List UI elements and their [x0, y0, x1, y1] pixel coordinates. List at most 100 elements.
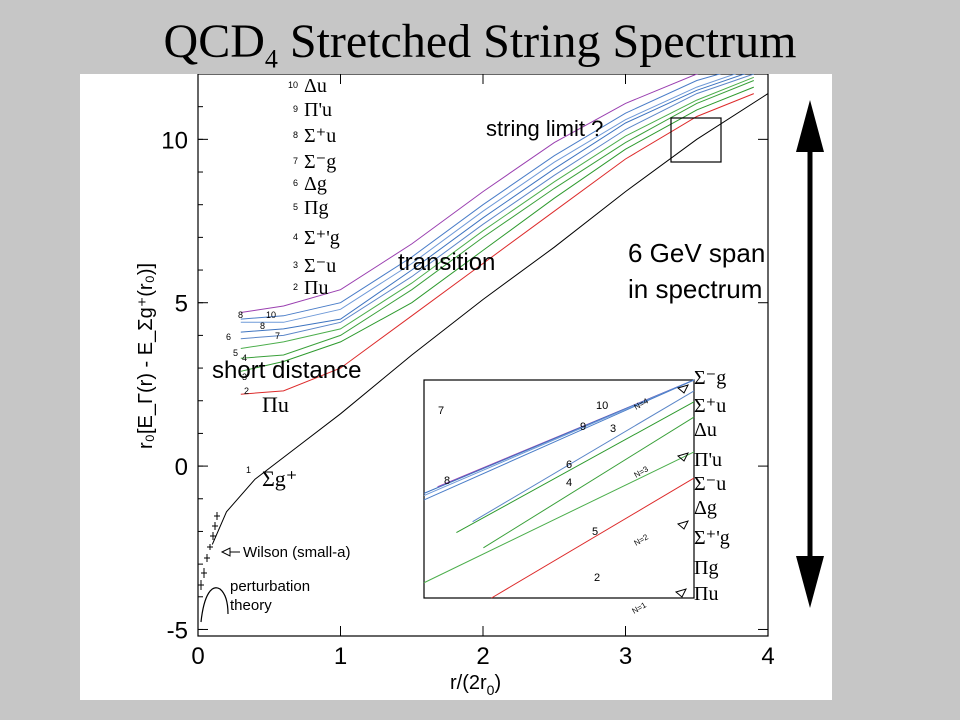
series-line-3: [240, 86, 754, 372]
level-number: 8: [293, 130, 298, 140]
curve-number: 4: [242, 353, 247, 363]
inset-number: 5: [592, 526, 598, 538]
x-tick-label: 1: [334, 643, 347, 670]
level-labels: 10 Δu9 Π'u8 Σ⁺u7 Σ⁻g6 Δg5 Πg4 Σ⁺'g3 Σ⁻u2 Πu108876…: [226, 75, 340, 475]
level-state: Πg: [304, 197, 328, 219]
level-number: 2: [293, 282, 298, 292]
level-number: 6: [293, 178, 298, 188]
y-axis-label: r₀[E_Γ(r) - E_Σg⁺(r₀)]: [135, 263, 157, 449]
title-rest: Stretched String Spectrum: [277, 15, 797, 68]
inset-number: 3: [610, 423, 616, 435]
slide-title: QCD4 Stretched String Spectrum: [0, 14, 960, 75]
annotation-perturbation-2: theory: [230, 597, 272, 614]
level-state: Δu: [304, 75, 327, 97]
inset-state-label: Σ⁺'g: [694, 527, 730, 549]
branch-arrow: [676, 452, 689, 462]
curve-number: 1: [246, 465, 251, 475]
inset-state-label: Δg: [694, 497, 717, 519]
annotation-perturbation-1: perturbation: [230, 578, 310, 595]
level-state: Σ⁻g: [304, 151, 336, 173]
inset-curves: [423, 379, 695, 599]
series-line-10: [240, 74, 699, 313]
curve-number: 3: [242, 372, 247, 382]
curve-number: 7: [275, 331, 280, 341]
x-tick-label: 2: [476, 643, 489, 670]
level-number: 10: [288, 80, 298, 90]
inset-number: 4: [566, 477, 572, 489]
inset-series-4: [483, 416, 695, 549]
level-state: Πu: [304, 277, 328, 299]
inset-state-label: Π'u: [694, 449, 722, 471]
inset-state-label: Σ⁻g: [694, 367, 726, 389]
y-tick-label: 10: [161, 127, 188, 154]
level-state: Σ⁺u: [304, 125, 336, 147]
perturbation-curve: [200, 587, 229, 623]
curve-number: 5: [233, 348, 238, 358]
curve-number: 8: [238, 310, 243, 320]
level-number: 7: [293, 156, 298, 166]
inset-number: 6: [566, 459, 572, 471]
branch-arrow: [676, 384, 689, 394]
annotation-short-distance: short distance: [212, 357, 361, 384]
level-state: Δg: [304, 173, 327, 195]
label-pi-u-ground: Πu: [262, 392, 289, 417]
title-subscript: 4: [264, 44, 278, 74]
inset-series-6: [472, 390, 695, 523]
inset-number: 9: [580, 421, 586, 433]
level-state: Π'u: [304, 99, 332, 121]
inset-number: 10: [596, 400, 608, 412]
level-state: Σ⁺'g: [304, 227, 340, 249]
x-tick-label: 4: [761, 643, 774, 670]
inset-state-label: Σ⁺u: [694, 395, 726, 417]
title-main: QCD: [163, 15, 265, 68]
inset-series-3: [456, 401, 695, 534]
span-arrow-head-bottom: [796, 556, 824, 608]
annotation-transition: transition: [398, 249, 495, 276]
annotation-span-line1: 6 GeV span: [628, 238, 765, 268]
curve-number: 10: [266, 310, 276, 320]
curve-number: 2: [244, 386, 249, 396]
series-line-2: [240, 93, 754, 395]
series-line-9: [240, 74, 722, 320]
curves-group: [211, 74, 769, 545]
inset-frame: [423, 379, 695, 599]
annotation-wilson: Wilson (small-a): [243, 544, 351, 561]
inset-state-label: Σ⁻u: [694, 473, 726, 495]
y-tick-label: 5: [175, 291, 188, 318]
string-limit-box: [670, 117, 722, 163]
level-number: 5: [293, 202, 298, 212]
annotation-string-limit: string limit ?: [486, 116, 603, 141]
branch-arrow: [674, 588, 687, 598]
branch-arrow: [676, 520, 689, 530]
inset-series-8: [423, 379, 695, 496]
series-line-5: [240, 76, 754, 349]
level-number: 4: [293, 232, 298, 242]
level-number: 9: [293, 104, 298, 114]
inset-series-2: [491, 477, 695, 599]
y-tick-label: 0: [175, 454, 188, 481]
curve-number: 8: [260, 321, 265, 331]
inset-series-5: [423, 451, 695, 584]
inset-number: 8: [444, 475, 450, 487]
x-axis-label: r/(2r0): [450, 672, 501, 698]
series-line-7: [240, 74, 746, 333]
series-line-1: [211, 93, 769, 545]
series-line-4: [240, 80, 754, 359]
inset-number: 7: [438, 405, 444, 417]
branch-label: N=1: [631, 600, 649, 616]
annotation-span-line2: in spectrum: [628, 274, 762, 304]
series-line-8: [240, 74, 737, 323]
inset-state-label: Πu: [694, 583, 718, 605]
level-number: 3: [293, 260, 298, 270]
figure-panel: 0 1 2 3 4 -5 0 5 10 string limit ? transition sh…: [80, 74, 832, 700]
curve-number: 6: [226, 332, 231, 342]
inset-state-label: Δu: [694, 419, 717, 441]
span-arrow-head-top: [796, 100, 824, 152]
inset-labels: 7 109 386452N=4N=3N=2N=1Σ⁻gΣ⁺uΔuΠ'uΣ⁻uΔgΣ⁺…: [438, 367, 730, 616]
inset-series-9: [423, 379, 695, 501]
y-tick-label: -5: [167, 617, 188, 644]
x-tick-label: 0: [191, 643, 204, 670]
wilson-arrow: [220, 547, 240, 557]
